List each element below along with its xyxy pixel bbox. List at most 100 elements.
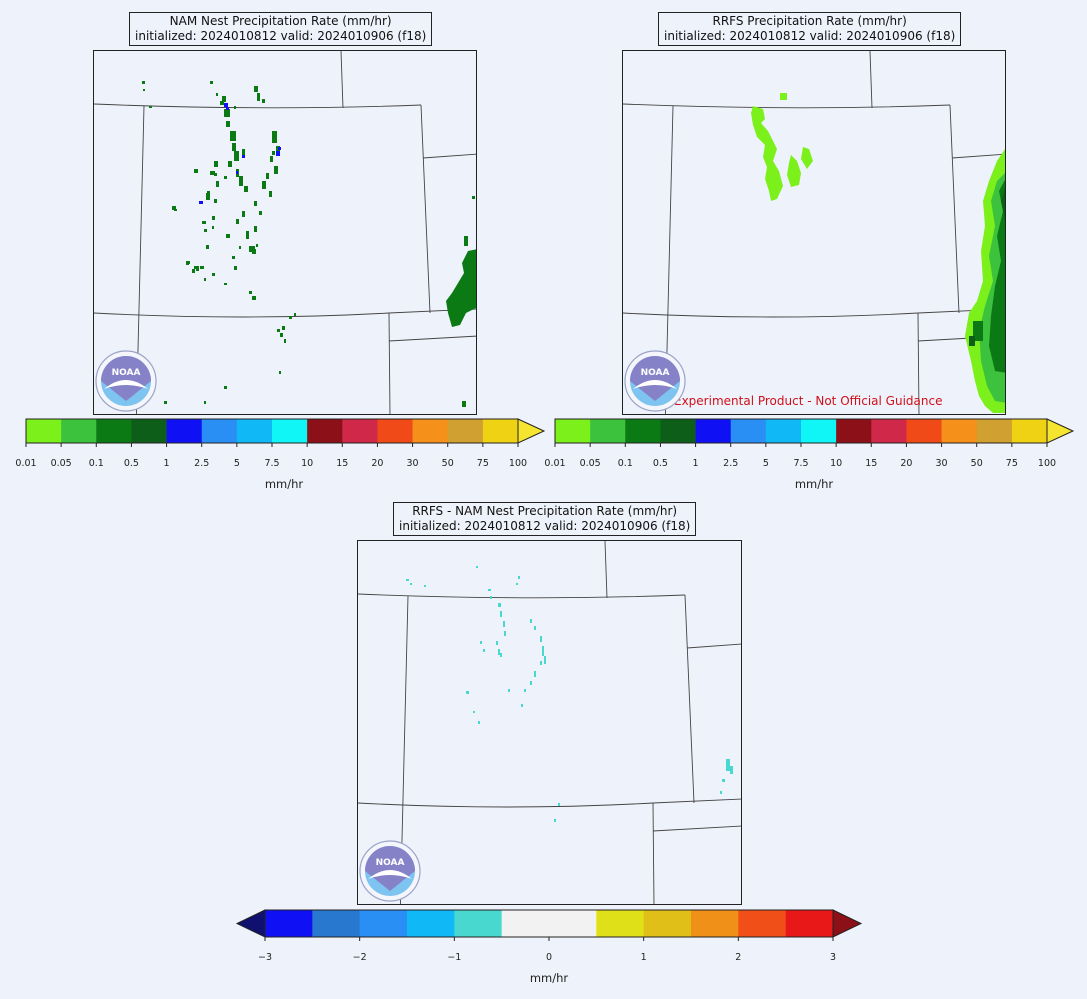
colorbar-segment xyxy=(625,419,661,443)
precip-cell xyxy=(234,151,239,161)
rrfs-colorbar-unit: mm/hr xyxy=(794,477,834,491)
precip-cell xyxy=(174,209,177,211)
colorbar-segment xyxy=(412,419,449,443)
colorbar-tick-label: 2 xyxy=(735,952,742,963)
colorbar-tick-label: 1 xyxy=(163,458,170,469)
precip-cell xyxy=(973,321,983,341)
precip-cell xyxy=(540,661,542,665)
precip-cell xyxy=(202,221,206,224)
colorbar-segment xyxy=(549,910,597,937)
precip-cell xyxy=(172,206,176,210)
colorbar-extend-high xyxy=(1046,418,1075,444)
state-borders xyxy=(623,51,1005,414)
colorbar-segment xyxy=(96,419,132,443)
precip-cell xyxy=(280,333,283,337)
svg-text:NOAA: NOAA xyxy=(641,368,670,378)
precip-cell xyxy=(254,226,257,232)
precip-cell xyxy=(270,156,273,162)
precip-cell xyxy=(516,583,518,585)
precip-cell xyxy=(206,196,210,200)
colorbar-tick-label: 20 xyxy=(900,458,913,469)
noaa-logo-icon: NOAA xyxy=(624,350,686,412)
colorbar-tick-label: 20 xyxy=(371,458,384,469)
colorbar-tick-label: 30 xyxy=(406,458,419,469)
colorbar-segment xyxy=(695,419,732,443)
precip-cell xyxy=(969,336,975,346)
precip-cell xyxy=(262,181,266,189)
precip-cell xyxy=(282,326,285,330)
rrfs-colorbar xyxy=(554,418,1075,447)
colorbar-extend-high xyxy=(517,418,546,444)
colorbar-segment xyxy=(482,419,519,443)
precip-cell xyxy=(236,171,238,174)
precip-cell xyxy=(232,143,236,151)
nam-title-line2: initialized: 2024010812 valid: 202401090… xyxy=(135,29,427,43)
precip-cell xyxy=(544,656,546,664)
colorbar-extend-high xyxy=(832,909,863,938)
precip-cell xyxy=(244,186,248,192)
precip-cell xyxy=(254,86,258,92)
precip-cell xyxy=(524,689,526,692)
colorbar-tick-label: 3 xyxy=(829,952,837,963)
colorbar-tick-label: 0.1 xyxy=(88,458,104,469)
colorbar-segment xyxy=(201,419,238,443)
precip-cell xyxy=(406,579,409,581)
precip-cell xyxy=(194,169,198,173)
precip-cell xyxy=(210,171,215,175)
colorbar-tick-label: 0 xyxy=(545,952,553,963)
nam-map xyxy=(93,50,477,415)
precip-cell xyxy=(483,649,485,652)
colorbar-segment xyxy=(307,419,343,443)
precip-cell xyxy=(476,566,478,568)
precip-cell xyxy=(216,181,219,187)
precip-cell xyxy=(530,681,532,685)
precip-cell xyxy=(472,196,475,199)
colorbar-segment xyxy=(596,910,644,937)
precip-cell xyxy=(224,103,228,107)
precip-cell xyxy=(530,619,532,623)
colorbar-tick-label: 0.1 xyxy=(617,458,633,469)
precip-region-east xyxy=(446,249,476,327)
precip-cell xyxy=(254,201,257,206)
precip-cell xyxy=(730,766,733,774)
colorbar-tick-label: 2.5 xyxy=(723,458,739,469)
precip-cell xyxy=(534,626,536,630)
precip-cell xyxy=(466,691,469,694)
colorbar-segment xyxy=(730,419,767,443)
precip-cell xyxy=(143,89,145,91)
colorbar-segment xyxy=(660,419,696,443)
colorbar-tick-label: 15 xyxy=(865,458,878,469)
precip-cell xyxy=(249,246,255,252)
colorbar-segment xyxy=(765,419,802,443)
diff-title-line2: initialized: 2024010812 valid: 202401090… xyxy=(399,519,691,533)
precip-cell xyxy=(259,211,262,215)
colorbar-tick-label: 0.05 xyxy=(579,458,601,469)
precip-cell xyxy=(257,93,260,101)
precip-cell xyxy=(242,155,245,158)
precip-cell xyxy=(534,671,536,677)
precip-cell xyxy=(142,81,145,84)
precip-region-north xyxy=(751,106,783,201)
precip-cell xyxy=(196,266,199,271)
colorbar-tick-label: 2.5 xyxy=(194,458,210,469)
colorbar-segment xyxy=(785,910,834,937)
experimental-disclaimer: Experimental Product - Not Official Guid… xyxy=(674,394,943,408)
precip-cell xyxy=(214,199,217,203)
precip-cell xyxy=(222,96,226,102)
precip-cell xyxy=(164,401,167,404)
precip-cell xyxy=(720,791,722,794)
colorbar-segment xyxy=(691,910,739,937)
rrfs-title-line2: initialized: 2024010812 valid: 202401090… xyxy=(664,29,956,43)
precip-cell xyxy=(294,313,296,316)
precip-cell xyxy=(540,636,542,642)
svg-text:NOAA: NOAA xyxy=(376,858,405,868)
diff-title-line1: RRFS - NAM Nest Precipitation Rate (mm/h… xyxy=(412,504,678,518)
colorbar-segment xyxy=(342,419,378,443)
nam-colorbar-unit: mm/hr xyxy=(264,477,304,491)
precip-cell xyxy=(266,173,269,179)
colorbar-segment xyxy=(555,419,591,443)
diff-colorbar xyxy=(235,909,863,941)
precip-cell xyxy=(234,266,237,270)
precip-cell xyxy=(226,234,230,238)
precip-cell xyxy=(212,273,215,276)
